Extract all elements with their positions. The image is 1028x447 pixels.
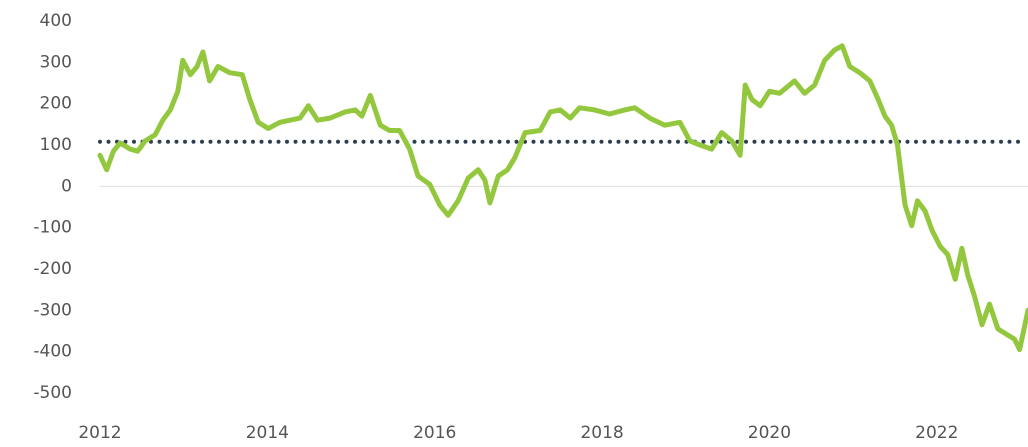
y-tick-label: -300 bbox=[33, 300, 72, 320]
x-tick-label: 2020 bbox=[748, 423, 791, 443]
x-tick-label: 2022 bbox=[915, 423, 958, 443]
y-tick-label: 300 bbox=[40, 52, 72, 72]
x-tick-label: 2018 bbox=[580, 423, 623, 443]
y-tick-label: -500 bbox=[33, 383, 72, 403]
y-tick-label: 400 bbox=[40, 11, 72, 31]
y-tick-label: 100 bbox=[40, 135, 72, 155]
y-tick-label: 200 bbox=[40, 94, 72, 114]
x-tick-label: 2012 bbox=[78, 423, 121, 443]
data-line bbox=[97, 43, 1028, 353]
y-tick-label: -200 bbox=[33, 259, 72, 279]
x-tick-label: 2016 bbox=[413, 423, 456, 443]
y-tick-label: -100 bbox=[33, 218, 72, 238]
x-tick-label: 2014 bbox=[246, 423, 289, 443]
y-tick-label: 0 bbox=[61, 176, 72, 196]
y-tick-label: -400 bbox=[33, 342, 72, 362]
